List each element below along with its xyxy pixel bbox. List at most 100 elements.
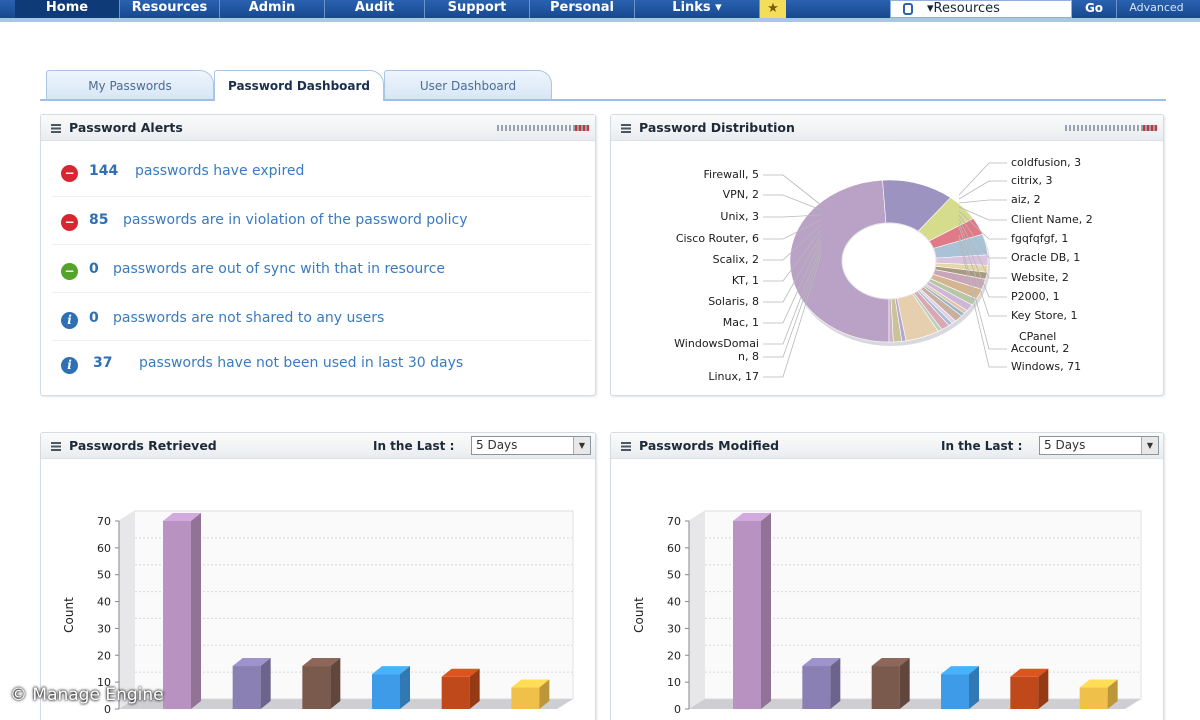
nav-personal[interactable]: Personal	[530, 0, 635, 18]
go-button[interactable]: Go	[1084, 1, 1104, 15]
leader-line	[958, 162, 1007, 196]
bar-side	[1038, 668, 1049, 709]
bar[interactable]	[733, 521, 761, 709]
search-scope-select[interactable]: ▾Resources	[927, 1, 1000, 16]
alert-text[interactable]: passwords have expired	[135, 163, 305, 179]
alert-row[interactable]: i 37 passwords have not been used in las…	[51, 341, 591, 389]
bar-top	[302, 658, 341, 667]
alert-text[interactable]: passwords have not been used in last 30 …	[139, 355, 464, 371]
bar-side	[761, 513, 771, 709]
panel-controls-icon[interactable]	[1065, 125, 1157, 131]
alert-count[interactable]: 37	[93, 355, 113, 371]
bar[interactable]	[1010, 676, 1039, 709]
alert-count[interactable]: 85	[89, 212, 109, 228]
leader-line	[763, 194, 822, 211]
bar-side	[539, 679, 550, 709]
alert-text[interactable]: passwords are not shared to any users	[113, 310, 385, 326]
y-tick-label: 40	[97, 596, 111, 609]
dropdown-arrow-icon[interactable]: ▼	[573, 437, 590, 454]
plot-side-wall	[689, 511, 705, 709]
alert-row[interactable]: − 85 passwords are in violation of the p…	[51, 197, 591, 245]
drag-handle-icon[interactable]	[51, 124, 61, 133]
search-scope-box[interactable]: ▾Resources	[890, 0, 1072, 18]
time-range-value: 5 Days	[476, 438, 518, 452]
donut-label: n, 8	[738, 350, 759, 363]
alert-count[interactable]: 144	[89, 163, 119, 179]
panel-header: Password Alerts	[41, 115, 595, 141]
bar-top	[1079, 679, 1118, 688]
nav-admin[interactable]: Admin	[220, 0, 325, 18]
tab-user-dashboard[interactable]: User Dashboard	[384, 70, 552, 100]
leader-line	[958, 180, 1007, 200]
donut-label: Account, 2	[1011, 342, 1070, 355]
panel-controls-icon[interactable]	[497, 125, 589, 131]
nav-home[interactable]: Home	[15, 0, 120, 18]
nav-audit[interactable]: Audit	[325, 0, 425, 18]
bar[interactable]	[802, 666, 831, 709]
bar[interactable]	[441, 676, 470, 709]
modified-bar-chart: 010203040506070CountsnxonntIDnix	[632, 510, 1142, 716]
donut-label: fgqfqfgf, 1	[1011, 232, 1069, 245]
leader-line	[763, 234, 822, 303]
drag-handle-icon[interactable]	[621, 124, 631, 133]
tab-my-passwords[interactable]: My Passwords	[46, 70, 214, 100]
bar[interactable]	[163, 521, 191, 709]
alert-text[interactable]: passwords are out of sync with that in r…	[113, 261, 446, 277]
y-tick-label: 70	[97, 515, 111, 528]
leader-line	[958, 222, 1007, 298]
donut-chart	[763, 162, 1007, 378]
alert-count[interactable]: 0	[89, 261, 99, 277]
bar-top	[372, 666, 410, 675]
panel-title: Password Alerts	[69, 120, 183, 135]
dropdown-arrow-icon[interactable]: ▼	[1141, 437, 1158, 454]
nav-support[interactable]: Support	[425, 0, 530, 18]
favorites-star-icon[interactable]: ★	[760, 0, 786, 18]
bar[interactable]	[232, 666, 261, 709]
donut-label: Unix, 3	[720, 210, 759, 223]
passwords-retrieved-panel: Passwords Retrieved In the Last : 5 Days…	[40, 432, 596, 720]
bar-side	[1107, 679, 1118, 709]
bar-top	[511, 679, 550, 688]
y-tick-label: 20	[667, 649, 681, 662]
bar[interactable]	[302, 666, 331, 709]
alert-row[interactable]: − 0 passwords are out of sync with that …	[51, 245, 591, 293]
y-tick-label: 40	[667, 596, 681, 609]
time-range-select[interactable]: 5 Days ▼	[1039, 436, 1159, 455]
leader-line	[763, 249, 822, 358]
plot-side-wall	[119, 511, 135, 709]
panel-header: Passwords Modified In the Last : 5 Days …	[611, 433, 1163, 459]
nav-resources[interactable]: Resources	[120, 0, 220, 18]
tab-password-dashboard[interactable]: Password Dashboard	[214, 70, 384, 101]
time-range-select[interactable]: 5 Days ▼	[471, 436, 591, 455]
drag-handle-icon[interactable]	[51, 442, 61, 451]
panel-header: Passwords Retrieved In the Last : 5 Days…	[41, 433, 595, 459]
bar[interactable]	[372, 674, 400, 709]
leader-line	[958, 226, 1007, 317]
leader-line	[763, 224, 822, 261]
alert-row[interactable]: − 144 passwords have expired	[51, 149, 591, 197]
donut-label: KT, 1	[731, 274, 759, 287]
leader-line	[763, 229, 822, 282]
bar[interactable]	[871, 666, 900, 709]
alert-count[interactable]: 0	[89, 310, 99, 326]
bar-side	[830, 658, 841, 709]
donut-label: Solaris, 8	[708, 295, 759, 308]
bar-side	[899, 658, 910, 709]
panel-header: Password Distribution	[611, 115, 1163, 141]
advanced-search-link[interactable]: Advanced	[1116, 0, 1196, 18]
y-tick-label: 0	[104, 703, 111, 716]
leader-line	[763, 239, 822, 324]
bar[interactable]	[1079, 687, 1108, 709]
drag-handle-icon[interactable]	[621, 442, 631, 451]
donut-label: WindowsDomai	[674, 337, 759, 350]
alert-text[interactable]: passwords are in violation of the passwo…	[123, 212, 468, 228]
alert-row[interactable]: i 0 passwords are not shared to any user…	[51, 293, 591, 341]
donut-label: CPanel	[1019, 330, 1057, 343]
nav-links[interactable]: Links ▾	[635, 0, 760, 18]
bar-top	[163, 513, 201, 521]
bar[interactable]	[511, 687, 540, 709]
bar-top	[802, 658, 841, 667]
donut-label: Cisco Router, 6	[675, 232, 759, 245]
bar[interactable]	[941, 674, 969, 709]
info-icon: i	[61, 357, 78, 374]
